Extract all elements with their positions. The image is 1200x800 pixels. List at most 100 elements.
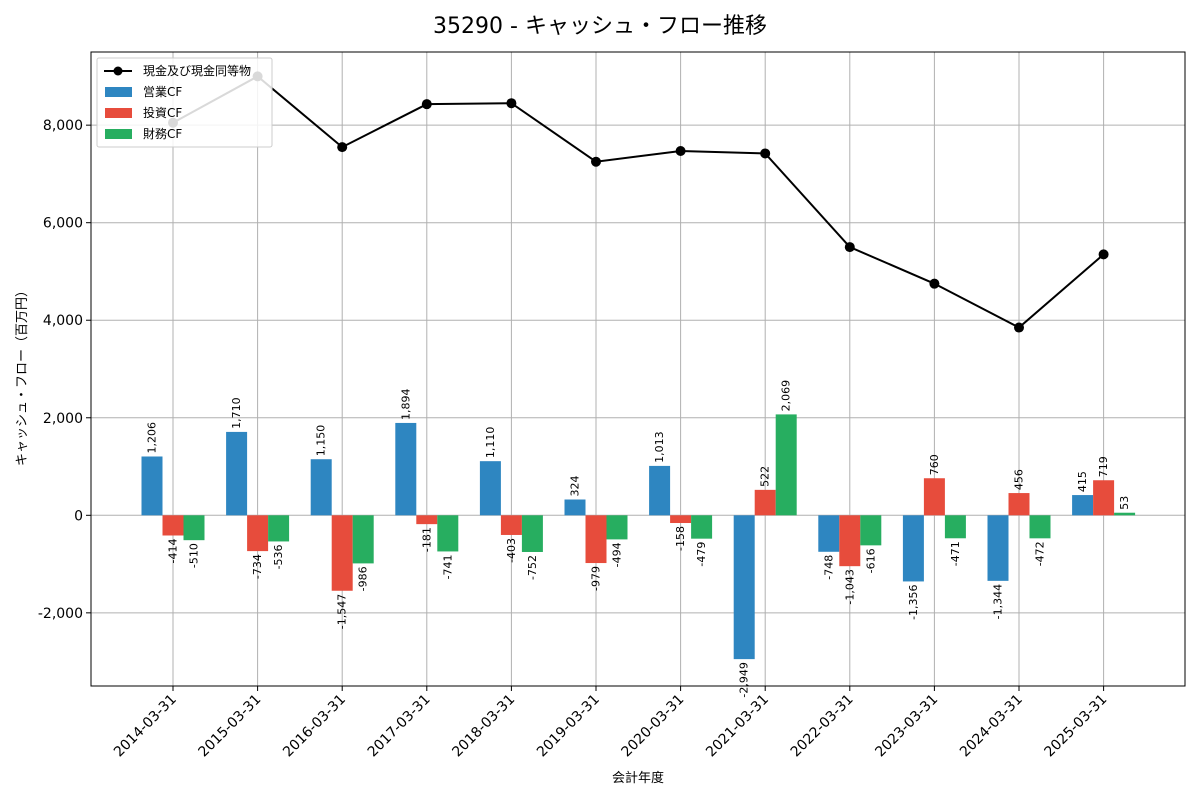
bar-data-label: -2,949 (738, 662, 751, 697)
bar (649, 465, 671, 516)
bar-data-label: 1,013 (653, 431, 666, 463)
bar (395, 422, 417, 516)
bar (437, 515, 459, 552)
bar-data-label: 1,206 (146, 422, 159, 454)
y-tick-label: 6,000 (43, 216, 83, 232)
bar (268, 515, 290, 542)
legend-bar-swatch (105, 129, 132, 139)
bar-data-label: -510 (188, 543, 201, 568)
bar-data-label: -479 (695, 542, 708, 567)
cash-point (591, 156, 601, 167)
bar-data-label: -158 (674, 526, 687, 551)
y-tick-label: -2,000 (38, 606, 83, 622)
bar-data-label: -472 (1034, 541, 1047, 566)
bar (141, 456, 163, 516)
legend-label: 投資CF (143, 105, 182, 120)
x-tick-label: 2021-03-31 (703, 692, 772, 761)
bars-layer (141, 414, 1136, 660)
x-tick-label: 2025-03-31 (1042, 692, 1111, 761)
bar-data-label: 456 (1013, 469, 1026, 490)
bar-data-label: -181 (420, 527, 433, 552)
chart-title: 35290 - キャッシュ・フロー推移 (433, 14, 767, 39)
bar (247, 515, 269, 552)
bar (923, 478, 945, 516)
y-tick-label: 2,000 (43, 411, 83, 427)
legend-box (96, 57, 273, 148)
x-tick-label: 2017-03-31 (365, 692, 434, 761)
y-tick-label: 4,000 (43, 313, 83, 329)
legend-label: 営業CF (143, 85, 182, 99)
bar-data-label: 1,710 (230, 397, 243, 429)
x-tick-label: 2020-03-31 (619, 692, 688, 761)
bar (1114, 512, 1136, 516)
bar (331, 515, 353, 591)
bar (183, 515, 205, 541)
x-tick-label: 2019-03-31 (534, 692, 603, 761)
bar (226, 431, 248, 516)
legend-bar-swatch (105, 108, 132, 118)
bar-data-label: 324 (569, 476, 582, 497)
bar-data-label: 522 (759, 466, 772, 487)
axes-layer: -2,000 0 2,000 4,000 6,000 8,000 2014-03-31 201… (38, 51, 1186, 761)
bar-data-label: 53 (1118, 496, 1131, 510)
bar-data-label: -414 (167, 538, 180, 563)
bar (352, 515, 374, 564)
bar (416, 515, 438, 525)
bar-data-label: -1,356 (907, 584, 920, 619)
y-tick-label: 8,000 (43, 118, 83, 134)
cash-line (172, 75, 1105, 329)
bar (754, 489, 776, 516)
bar-data-label: -748 (822, 555, 835, 580)
bar-data-label: -986 (357, 566, 370, 591)
bar (606, 515, 628, 540)
bar (733, 515, 755, 660)
y-tick-label: 0 (74, 508, 83, 524)
cash-point (675, 146, 686, 157)
cash-point (337, 142, 348, 153)
bar (839, 515, 861, 567)
bar-data-label: 719 (1097, 456, 1110, 477)
bar (585, 515, 607, 564)
x-tick-label: 2016-03-31 (280, 692, 349, 761)
bar-data-label: -494 (611, 542, 624, 567)
bar-data-label: -471 (949, 541, 962, 566)
plot-frame (90, 51, 1186, 687)
bar (310, 459, 332, 516)
bar (775, 414, 797, 516)
x-tick-label: 2023-03-31 (872, 692, 941, 761)
y-axis-label: キャッシュ・フロー（百万円） (15, 284, 30, 466)
cash-point (844, 242, 855, 253)
bar-data-label: -536 (272, 544, 285, 569)
legend-label: 財務CF (143, 126, 182, 141)
cash-point (1098, 249, 1109, 260)
cash-point (506, 98, 517, 109)
bar-data-label: -1,547 (336, 594, 349, 629)
bar (1008, 493, 1030, 516)
bar (902, 515, 924, 582)
line-layer (168, 71, 1109, 333)
bar (1029, 515, 1051, 539)
cash-point (1014, 322, 1024, 333)
cash-point (760, 148, 771, 159)
bar-data-label: 1,894 (399, 388, 412, 420)
bar (987, 515, 1009, 581)
bar-data-label: 415 (1076, 471, 1089, 492)
bar-data-label: 1,150 (315, 425, 328, 457)
bar (564, 499, 586, 516)
x-tick-label: 2018-03-31 (449, 692, 518, 761)
x-tick-label: 2014-03-31 (111, 692, 180, 761)
bar (1072, 495, 1094, 516)
bar (691, 515, 713, 539)
legend-marker (113, 66, 123, 76)
bar (521, 515, 543, 552)
bar (860, 515, 882, 546)
x-axis-label: 会計年度 (612, 770, 664, 786)
bar-data-label: 1,110 (484, 427, 497, 459)
bar-data-label: -979 (590, 566, 603, 591)
bar-data-label: -616 (864, 548, 877, 573)
legend-label: 現金及び現金同等物 (143, 63, 251, 78)
bar-data-label: -752 (526, 555, 539, 580)
